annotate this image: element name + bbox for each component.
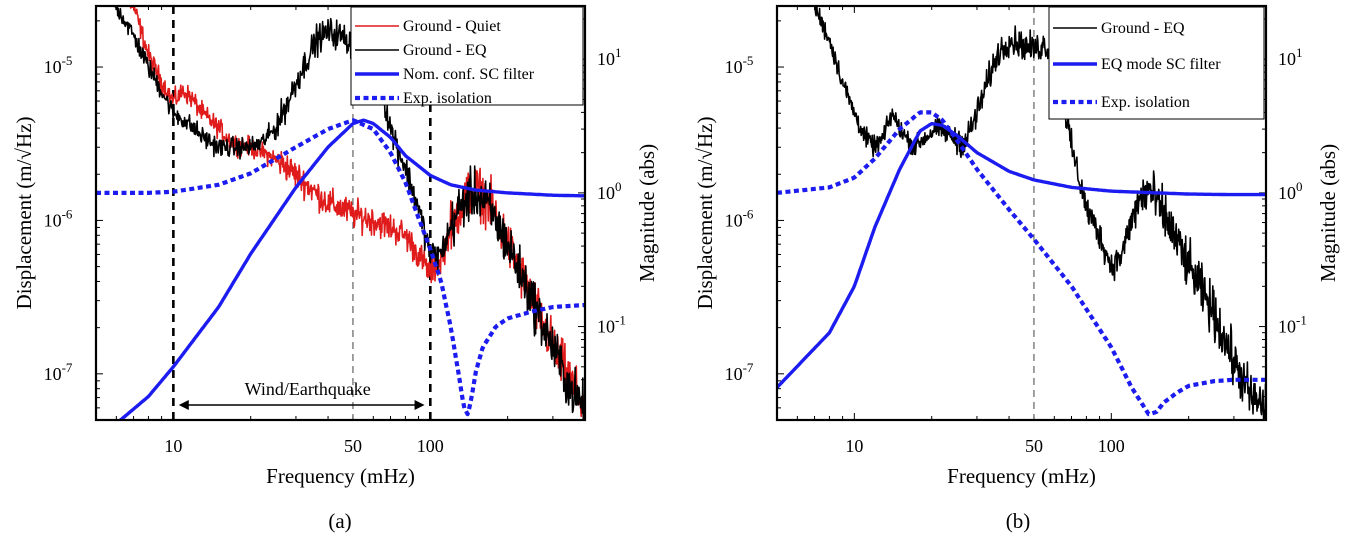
legend: Ground - Quiet Ground - EQ Nom. conf. SC f… bbox=[350, 6, 584, 107]
plot-frame bbox=[94, 4, 587, 422]
legend-box bbox=[350, 6, 584, 106]
x-tick-label: 100 bbox=[417, 436, 444, 456]
y-right-tick-label: 10-1 bbox=[597, 313, 626, 337]
chart-panel-a: Wind/Earthquake 10 50 100 10-7 10-6 10-5 10-1 10… bbox=[12, 4, 659, 533]
y-left-tick-label: 10-6 bbox=[44, 206, 73, 230]
y-left-tick-label: 10-6 bbox=[725, 206, 754, 230]
x-tick-label: 100 bbox=[1098, 436, 1125, 456]
y-right-tick-label: 100 bbox=[597, 179, 622, 203]
series-line-ground-quiet bbox=[129, 6, 585, 418]
series-line-exp-isolation bbox=[96, 118, 585, 417]
series-line-nom-conf-sc-filter bbox=[117, 118, 585, 420]
series-line-eq-mode-sc-filter bbox=[777, 121, 1266, 389]
legend-label: Ground - EQ bbox=[403, 42, 487, 59]
y-left-axis-label: Displacement (m/√Hz) bbox=[693, 117, 717, 310]
y-left-tick-label: 10-5 bbox=[44, 53, 73, 77]
annotation-label: Wind/Earthquake bbox=[245, 379, 371, 399]
series-group bbox=[777, 6, 1266, 420]
legend-label: Ground - Quiet bbox=[403, 18, 501, 35]
legend: Ground - EQ EQ mode SC filter Exp. isolati… bbox=[1048, 6, 1265, 120]
subfigure-caption: (b) bbox=[1006, 509, 1031, 533]
y-right-tick-label: 101 bbox=[597, 45, 622, 69]
annotation-arrowhead-right bbox=[414, 400, 425, 410]
legend-label: Nom. conf. SC filter bbox=[403, 66, 535, 83]
y-right-tick-label: 101 bbox=[1278, 45, 1303, 69]
y-left-tick-label: 10-5 bbox=[725, 53, 754, 77]
y-right-axis-label: Magnitude (abs) bbox=[635, 144, 659, 282]
legend-label: Exp. isolation bbox=[1101, 94, 1190, 111]
series-line-ground-eq bbox=[814, 6, 1266, 420]
x-tick-label: 10 bbox=[164, 436, 182, 456]
x-axis-label: Frequency (mHz) bbox=[947, 464, 1096, 488]
x-axis-label: Frequency (mHz) bbox=[266, 464, 415, 488]
legend-label: Exp. isolation bbox=[403, 90, 492, 107]
x-tick-label: 50 bbox=[1025, 436, 1043, 456]
y-left-tick-label: 10-7 bbox=[44, 360, 73, 384]
y-right-tick-label: 100 bbox=[1278, 179, 1303, 203]
y-left-tick-label: 10-7 bbox=[725, 360, 754, 384]
y-right-axis-label: Magnitude (abs) bbox=[1316, 144, 1340, 282]
series-line-ground-eq bbox=[110, 6, 585, 420]
legend-label: Ground - EQ bbox=[1101, 20, 1185, 37]
series-group bbox=[96, 6, 585, 420]
y-right-tick-label: 10-1 bbox=[1278, 313, 1307, 337]
legend-label: EQ mode SC filter bbox=[1101, 56, 1221, 73]
subfigure-caption: (a) bbox=[328, 509, 351, 533]
plot-frame bbox=[775, 4, 1268, 422]
series-line-exp-isolation bbox=[777, 110, 1266, 417]
annotation-arrowhead-left bbox=[178, 400, 189, 410]
y-left-axis-label: Displacement (m/√Hz) bbox=[12, 117, 36, 310]
chart-panel-b: 10 50 100 10-7 10-6 10-5 10-1 100 101 Frequency (… bbox=[693, 4, 1340, 533]
x-tick-label: 50 bbox=[344, 436, 362, 456]
x-tick-label: 10 bbox=[845, 436, 863, 456]
